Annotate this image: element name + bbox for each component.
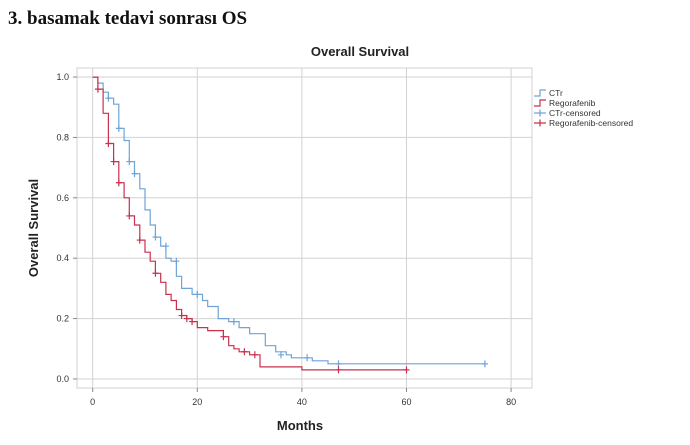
censor-mark-ctr [230, 318, 237, 326]
legend-label: Regorafenib [549, 98, 596, 108]
censor-mark-regorafenib [105, 139, 112, 147]
censor-mark-regorafenib [110, 158, 117, 166]
censor-mark-ctr [277, 351, 284, 359]
censor-mark-regorafenib [136, 236, 143, 244]
legend-swatch [534, 89, 546, 97]
y-tick-label: 0.6 [56, 193, 69, 203]
legend-swatch [534, 119, 546, 127]
censor-mark-ctr [335, 360, 342, 368]
censor-mark-ctr [162, 242, 169, 250]
censor-mark-regorafenib [403, 366, 410, 374]
x-tick-label: 20 [192, 397, 202, 407]
legend-swatch [534, 109, 546, 117]
censor-mark-regorafenib [115, 179, 122, 187]
series-line-regorafenib [92, 76, 407, 371]
censor-mark-ctr [152, 233, 159, 241]
legend-label: CTr [549, 88, 563, 98]
censor-mark-ctr [105, 94, 112, 102]
censor-mark-regorafenib [251, 351, 258, 359]
page-heading: 3. basamak tedavi sonrası OS [8, 8, 248, 29]
x-tick-label: 40 [297, 397, 307, 407]
chart-title: Overall Survival [311, 44, 409, 59]
legend-swatch [534, 99, 546, 107]
censor-mark-regorafenib [220, 333, 227, 341]
series-layer [92, 76, 488, 374]
censor-mark-ctr [304, 354, 311, 362]
censor-mark-regorafenib [183, 315, 190, 323]
censor-mark-ctr [115, 124, 122, 132]
legend: CTrRegorafenibCTr-censoredRegorafenib-ce… [534, 88, 633, 128]
y-tick-label: 0.2 [56, 314, 69, 324]
y-tick-label: 0.4 [56, 253, 69, 263]
censor-mark-ctr [173, 257, 180, 265]
censor-mark-regorafenib [335, 366, 342, 374]
legend-label: CTr-censored [549, 108, 601, 118]
censor-mark-ctr [126, 158, 133, 166]
censor-mark-ctr [194, 290, 201, 298]
censor-mark-regorafenib [178, 312, 185, 320]
x-tick-label: 80 [506, 397, 516, 407]
grid-lines [77, 68, 532, 388]
y-tick-label: 0.8 [56, 132, 69, 142]
x-axis-label: Months [277, 418, 323, 433]
y-axis-label: Overall Survival [26, 179, 41, 277]
censor-mark-regorafenib [94, 85, 101, 93]
censor-mark-regorafenib [189, 318, 196, 326]
x-tick-label: 60 [401, 397, 411, 407]
censor-mark-regorafenib [152, 269, 159, 277]
y-tick-label: 1.0 [56, 72, 69, 82]
axis-ticks: 0 20 40 60 80 0.0 0.2 0.4 0.6 0.8 1.0 [56, 72, 516, 407]
y-tick-label: 0.0 [56, 374, 69, 384]
legend-label: Regorafenib-censored [549, 118, 633, 128]
censor-mark-regorafenib [126, 212, 133, 220]
censor-mark-ctr [481, 360, 488, 368]
x-tick-label: 0 [90, 397, 95, 407]
plot-area [76, 67, 533, 389]
censor-mark-regorafenib [241, 348, 248, 356]
censor-mark-ctr [131, 170, 138, 178]
